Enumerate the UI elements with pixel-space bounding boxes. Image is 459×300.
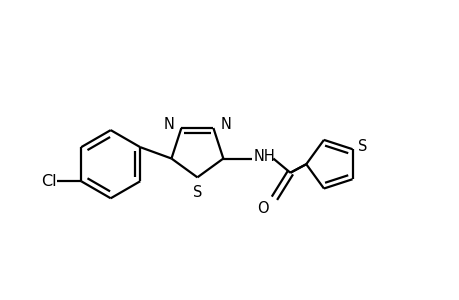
Text: S: S [192,185,202,200]
Text: NH: NH [253,149,275,164]
Text: O: O [257,201,268,216]
Text: S: S [358,139,367,154]
Text: Cl: Cl [41,174,56,189]
Text: N: N [220,117,230,132]
Text: N: N [163,117,174,132]
